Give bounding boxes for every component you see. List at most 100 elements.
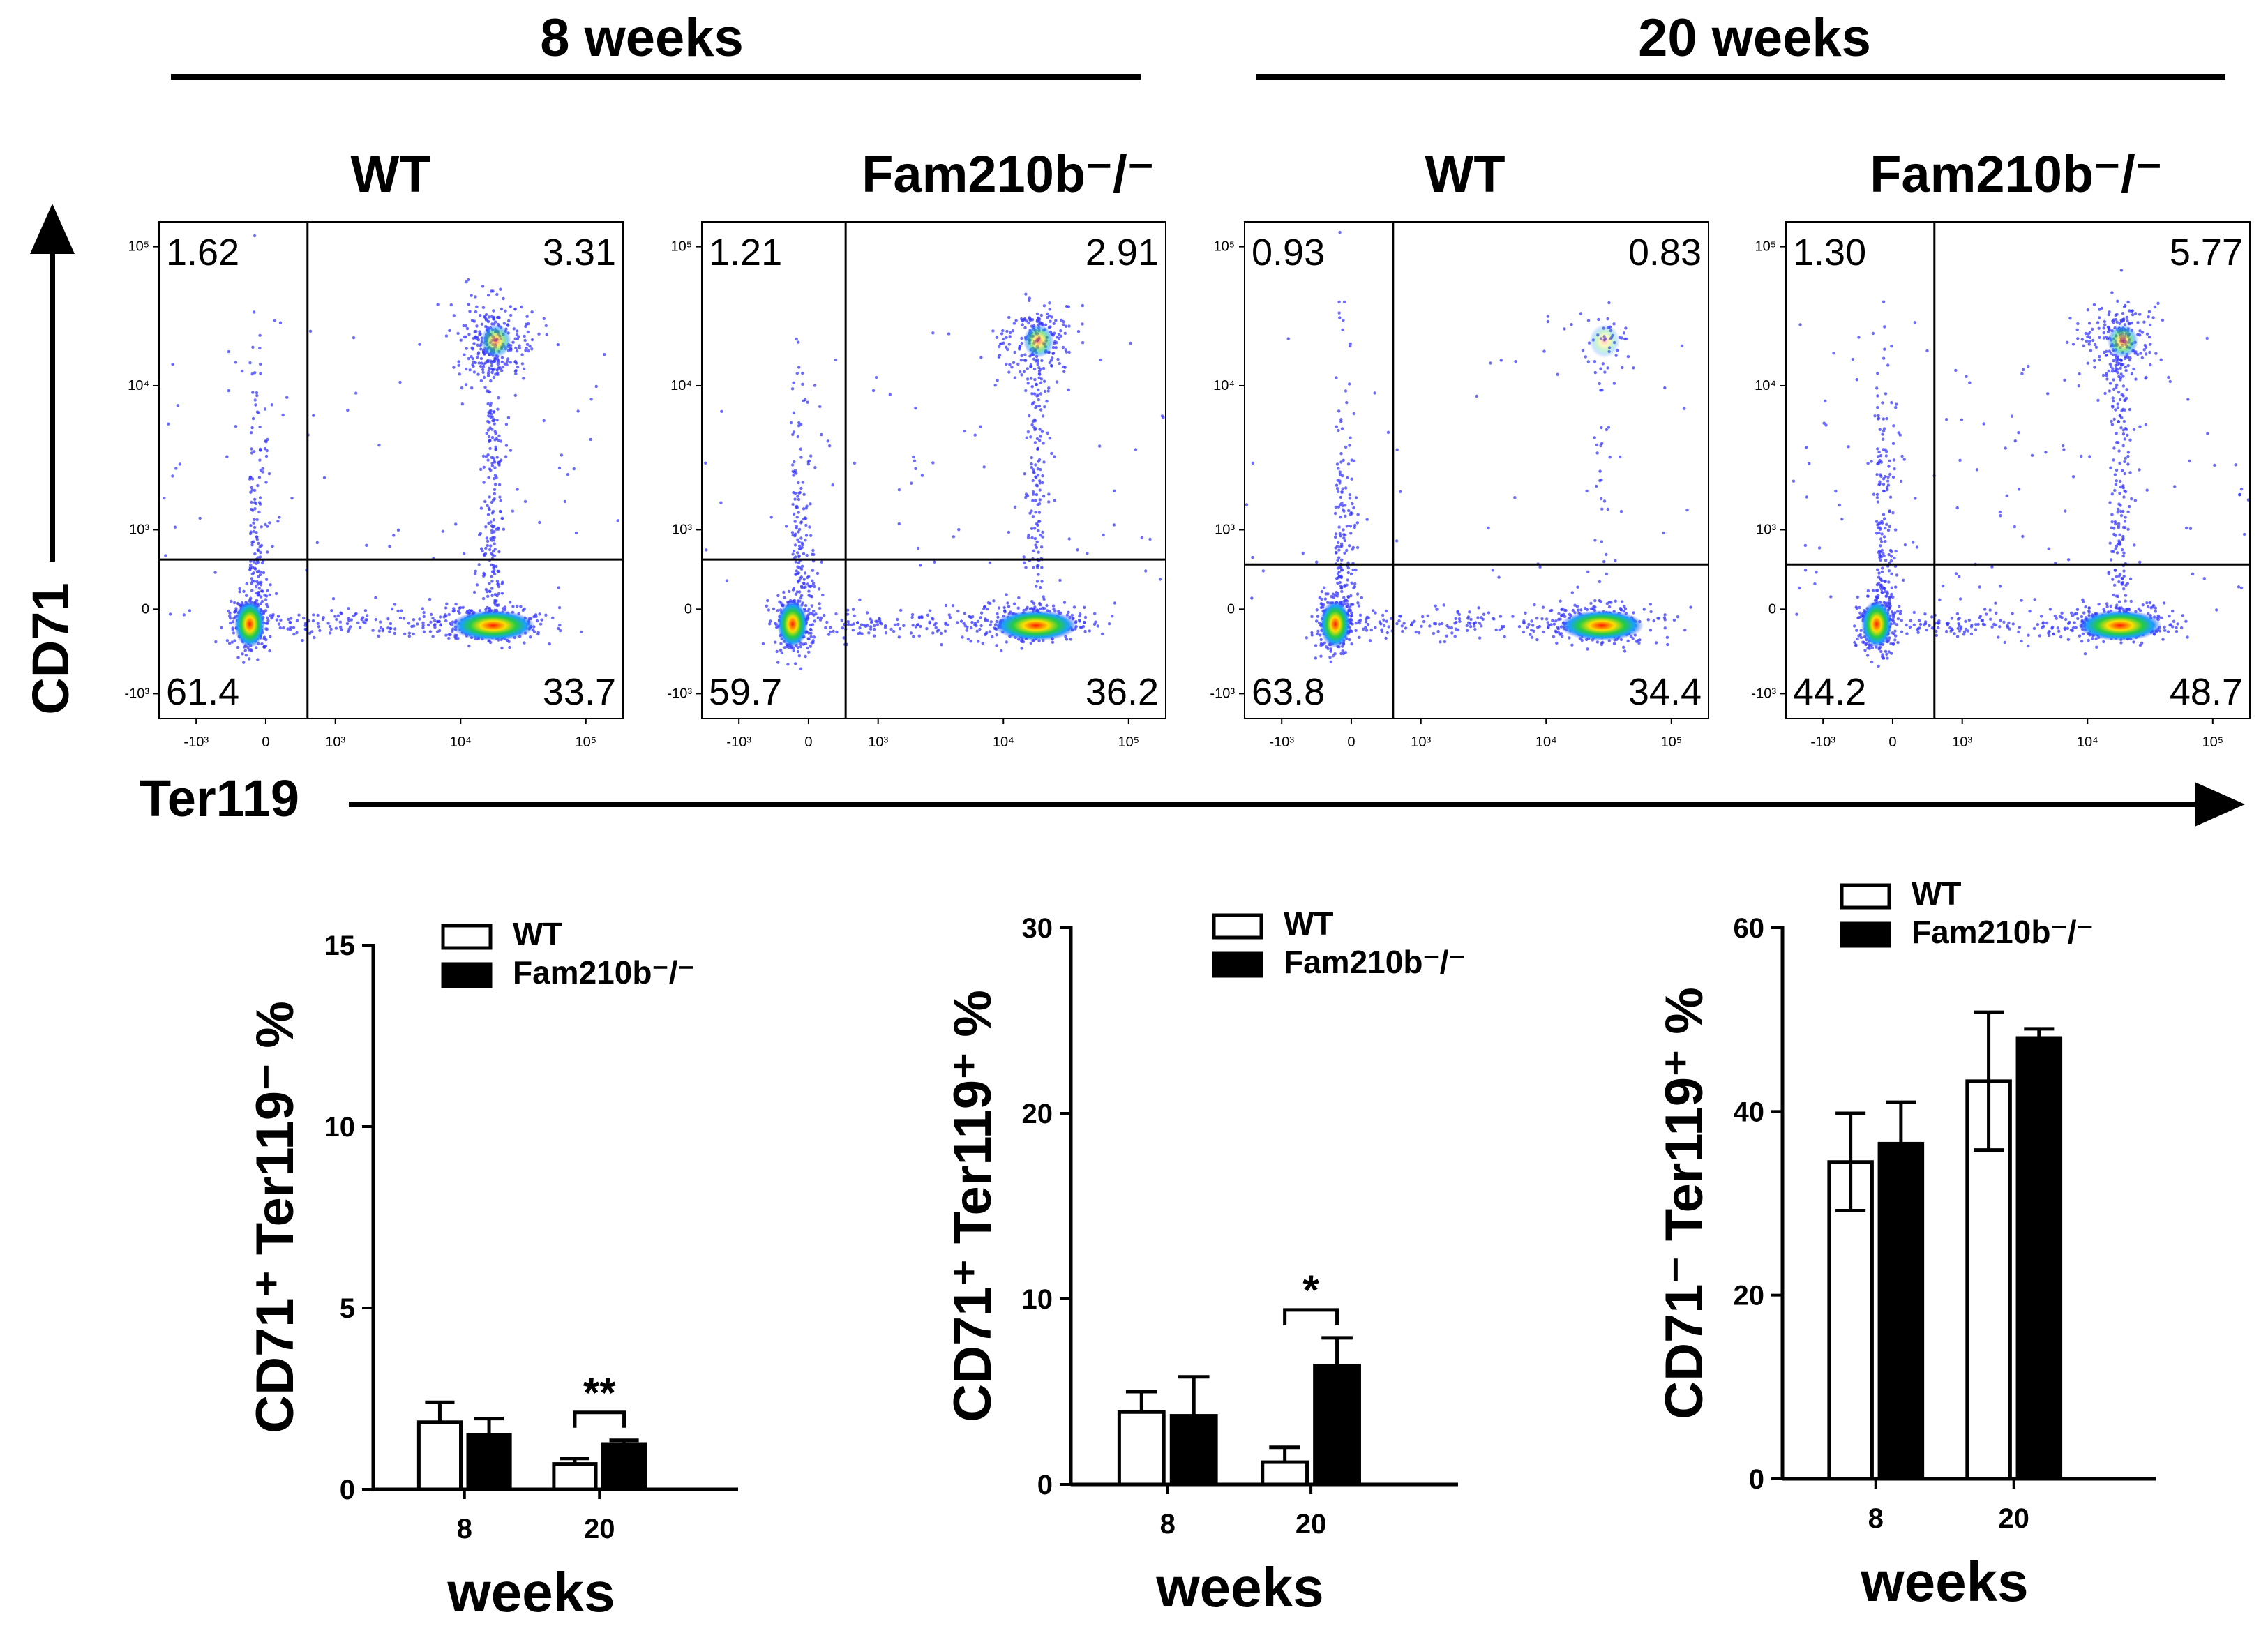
event-dot [2119,359,2123,362]
event-dot [1487,611,1491,615]
event-dot [1962,630,1967,633]
event-dot [1343,585,1346,588]
event-dot [2114,534,2117,537]
x-tick-label: -10³ [1269,735,1294,750]
event-dot [448,329,451,333]
event-dot [981,641,985,645]
event-dot [1076,330,1081,333]
event-dot [253,234,257,238]
event-dot [2171,625,2175,629]
event-dot [278,516,281,519]
event-dot [910,481,913,485]
event-dot [2095,645,2098,649]
event-dot [1337,490,1340,493]
event-dot [2147,335,2151,339]
event-dot [498,495,502,499]
event-dot [1345,401,1349,405]
event-dot [2119,479,2122,483]
event-dot [874,619,878,623]
event-dot [1468,610,1471,614]
event-dot [812,610,816,613]
event-dot [431,635,435,638]
event-dot [1863,649,1867,652]
event-dot [1036,363,1039,366]
event-dot [467,645,471,648]
event-dot [249,524,253,527]
event-dot [811,582,816,585]
event-dot [1571,608,1575,612]
event-dot [1032,468,1035,472]
event-dot [2117,539,2121,543]
event-dot [504,444,509,447]
event-dot [1453,622,1457,625]
event-dot [524,349,527,352]
event-dot [841,626,845,630]
event-dot [333,615,337,618]
event-dot [1021,319,1024,323]
event-dot [1140,536,1144,540]
event-dot [311,619,315,623]
x-tick-label: 10³ [868,735,888,750]
event-dot [248,532,253,536]
event-dot [846,620,850,624]
event-dot [1057,333,1061,336]
event-dot [1882,300,1886,303]
event-dot [2120,409,2124,412]
event-dot [2111,405,2115,409]
event-dot [467,356,470,361]
event-dot [920,474,924,477]
event-dot [808,525,811,529]
event-dot [1018,347,1021,351]
event-dot [1078,619,1081,623]
event-dot [999,343,1002,346]
event-dot [804,539,807,542]
event-dot [809,627,813,631]
event-dot [2156,301,2160,305]
event-dot [799,456,803,459]
event-dot [934,626,938,629]
event-dot [1162,416,1165,419]
event-dot [253,566,257,570]
event-dot [1478,636,1482,640]
event-dot [943,629,947,633]
event-dot [2149,343,2152,346]
event-dot [389,626,393,631]
event-dot [518,346,521,350]
event-dot [1320,589,1324,594]
event-dot [816,616,820,619]
event-dot [493,536,496,539]
event-dot [806,400,809,404]
event-dot [1879,558,1882,562]
event-dot [800,564,804,568]
event-dot [457,363,460,367]
event-dot [257,549,260,552]
event-dot [1113,601,1117,605]
event-dot [772,607,776,611]
event-dot [1067,350,1071,354]
event-dot [494,483,497,486]
event-dot [483,385,487,389]
event-dot [418,343,421,346]
event-dot [495,580,500,583]
event-dot [264,627,268,631]
event-dot [1402,622,1406,625]
event-dot [995,336,999,339]
event-dot [2121,509,2125,513]
event-dot [1454,627,1458,631]
event-dot [1040,430,1044,433]
event-dot [439,623,442,626]
event-dot [1895,573,1899,577]
event-dot [488,589,491,593]
event-dot [2086,308,2089,312]
event-dot [509,449,513,452]
event-dot [484,313,488,317]
event-dot [1899,479,1903,483]
event-dot [1357,604,1361,608]
event-dot [1346,566,1351,570]
event-dot [797,590,802,594]
event-dot [793,460,796,464]
event-dot [465,326,470,331]
event-dot [1354,568,1358,572]
event-dot [1969,625,1974,629]
event-dot [2071,626,2075,630]
